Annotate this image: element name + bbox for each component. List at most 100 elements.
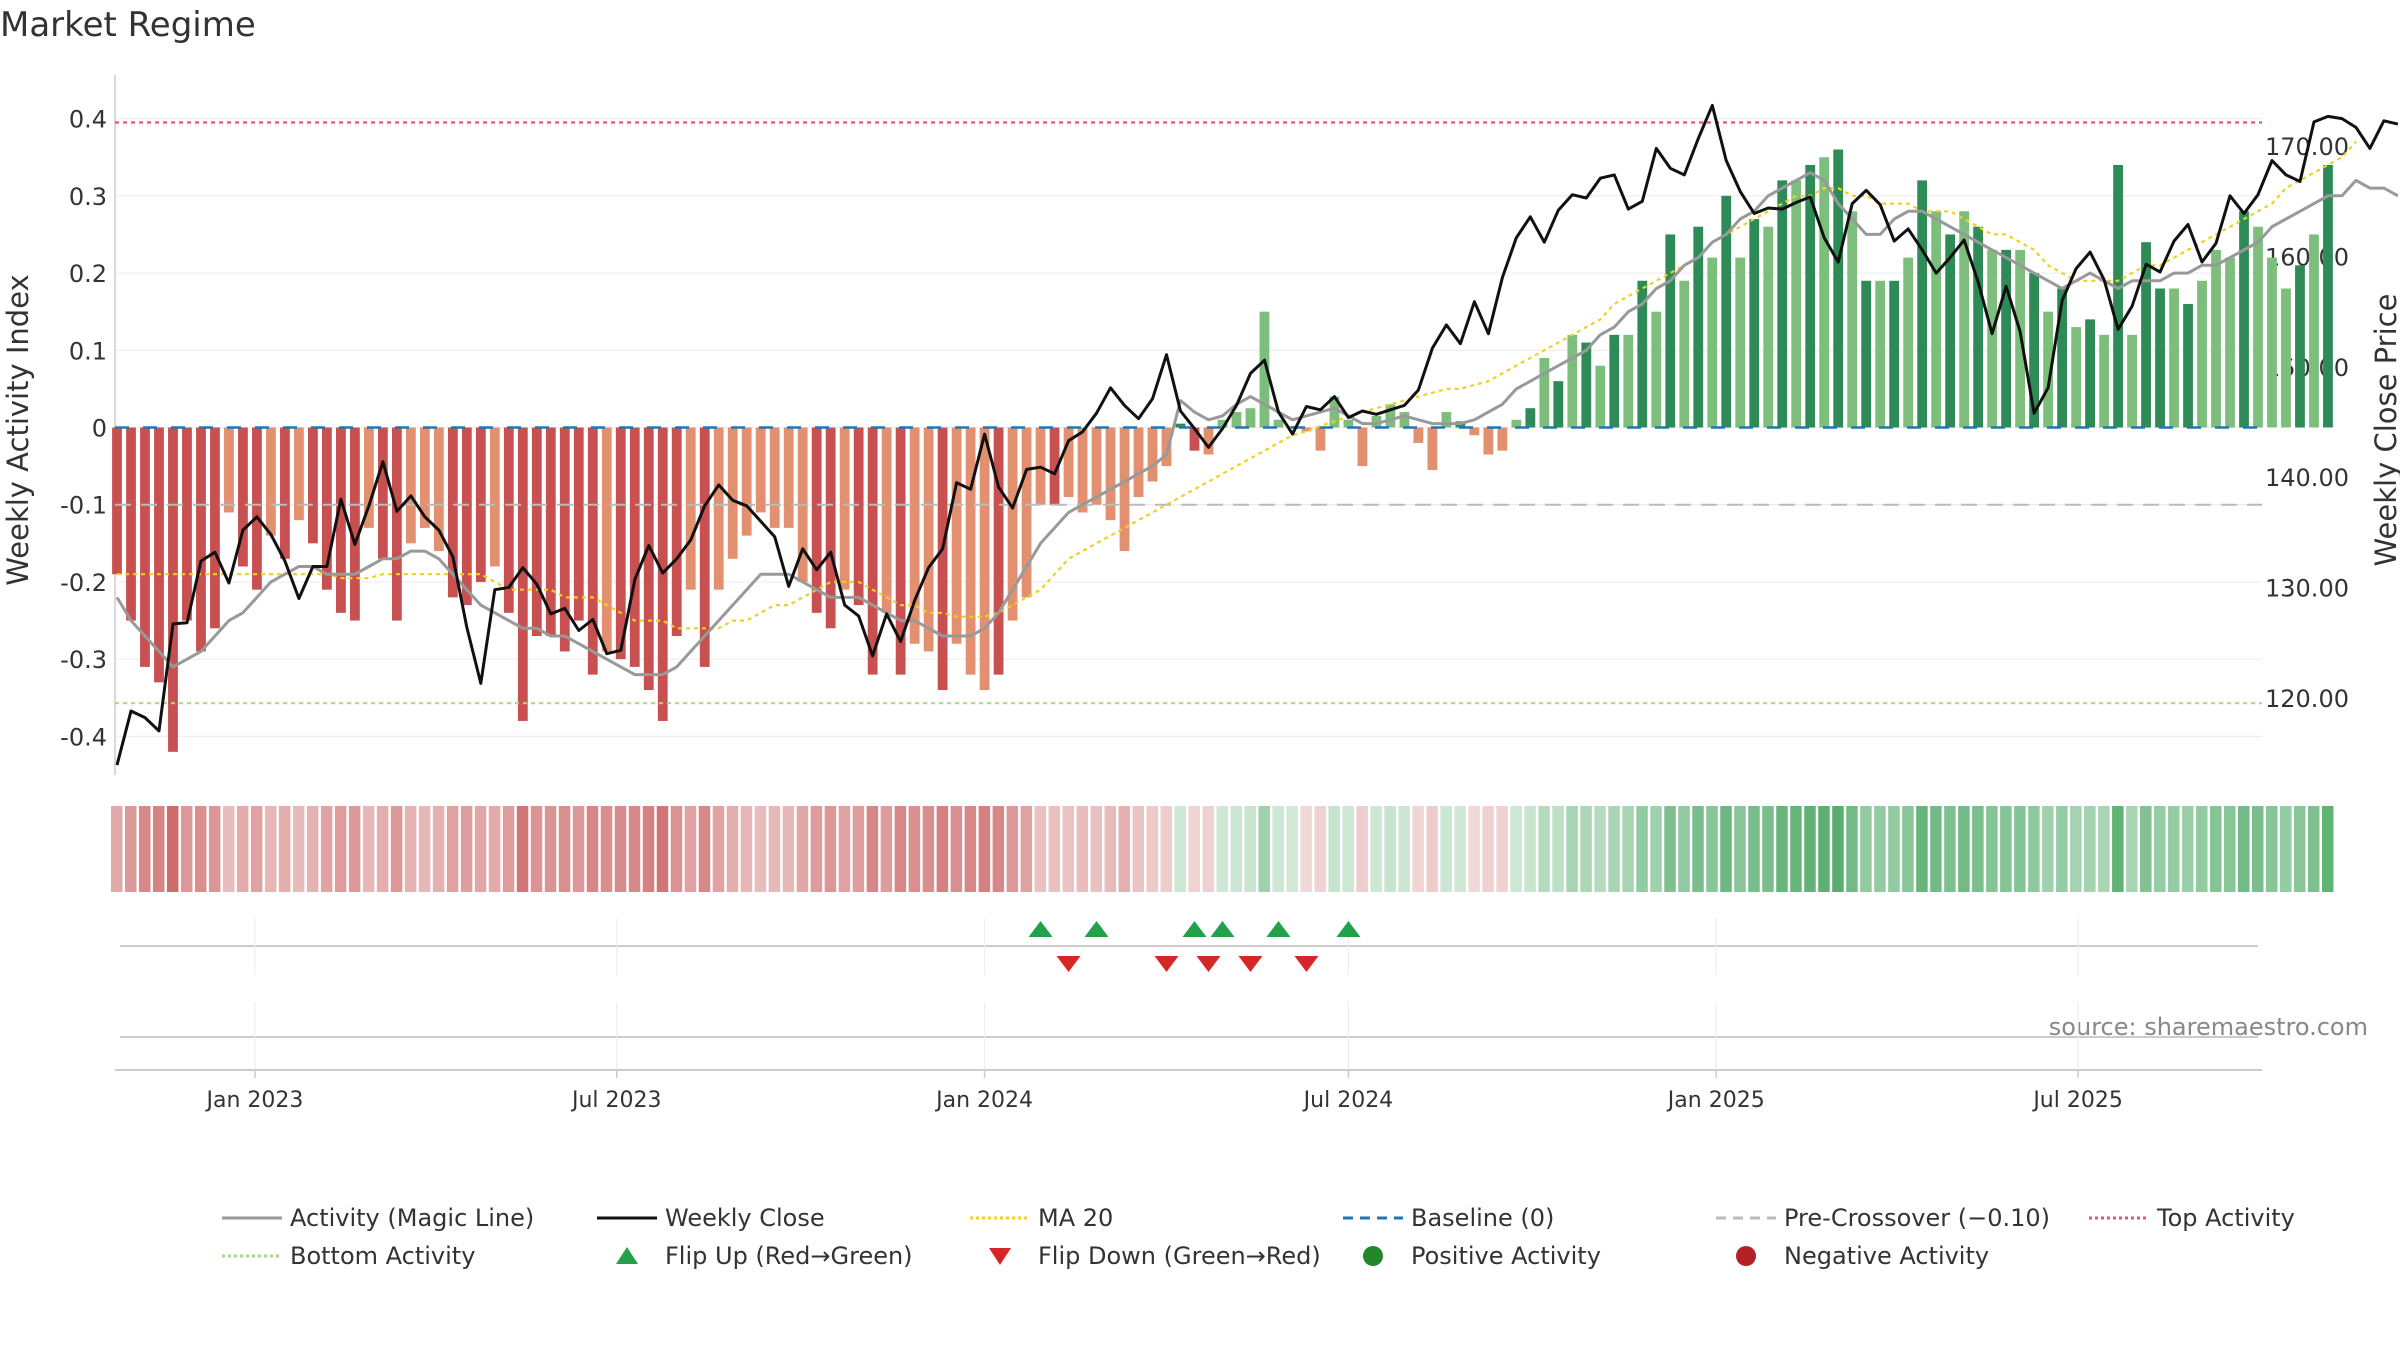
activity-bar: [126, 427, 136, 621]
activity-bar: [755, 427, 766, 513]
regime-strip-cell: [1482, 806, 1494, 892]
activity-bar: [1623, 334, 1634, 428]
regime-strip-cell: [1650, 806, 1662, 892]
activity-bar: [1007, 427, 1018, 621]
activity-bar: [391, 427, 402, 621]
activity-bar: [182, 427, 192, 621]
legend-label: Negative Activity: [1784, 1242, 1989, 1270]
regime-strip-cell: [1146, 806, 1159, 892]
left-tick-label: -0.4: [60, 723, 107, 751]
regime-strip-cell: [1846, 806, 1858, 892]
activity-bar: [238, 427, 248, 567]
regime-strip-cell: [2279, 806, 2292, 892]
activity-bar: [335, 427, 346, 613]
ma20-line: [117, 141, 2357, 630]
activity-bar: [2043, 311, 2053, 428]
regime-strip-cell: [740, 806, 753, 892]
regime-strip-cell: [1818, 806, 1830, 892]
activity-bar: [2253, 226, 2263, 428]
activity-bar: [112, 427, 122, 575]
regime-strip-cell: [2098, 806, 2110, 892]
activity-bar: [294, 427, 304, 521]
activity-bar: [2001, 249, 2012, 428]
activity-bar: [489, 427, 500, 567]
activity-bar: [1301, 427, 1312, 432]
activity-bar: [853, 427, 864, 606]
regime-strip-cell: [236, 806, 249, 892]
regime-strip-cell: [2252, 806, 2264, 892]
regime-strip-cell: [1692, 806, 1704, 892]
regime-strip-cell: [1874, 806, 1886, 892]
activity-bar: [447, 427, 458, 598]
activity-bar: [1805, 164, 1816, 428]
regime-strip-cell: [950, 806, 963, 892]
legend-label: Pre-Crossover (−0.10): [1784, 1204, 2050, 1232]
legend-label: Activity (Magic Line): [290, 1204, 534, 1232]
regime-strip-cell: [2154, 806, 2166, 892]
regime-strip-cell: [2070, 806, 2082, 892]
regime-strip-cell: [2196, 806, 2208, 892]
activity-bar: [1777, 180, 1788, 428]
legend-label: MA 20: [1038, 1204, 1113, 1232]
activity-bar: [1875, 280, 1886, 428]
activity-bar: [210, 427, 220, 629]
activity-bar: [1133, 427, 1144, 497]
regime-strip-cell: [544, 806, 557, 892]
regime-strip-cell: [488, 806, 501, 892]
activity-bar: [1735, 257, 1746, 428]
activity-bar: [1721, 195, 1732, 428]
regime-strip-cell: [418, 806, 431, 892]
regime-strip-cell: [124, 806, 137, 892]
activity-bar: [1525, 408, 1536, 428]
right-tick-label: 130.00: [2265, 574, 2349, 602]
activity-bar: [419, 427, 430, 528]
activity-bar: [1245, 408, 1256, 428]
activity-bar: [2141, 242, 2151, 428]
regime-strip-cell: [362, 806, 375, 892]
regime-strip-cell: [1020, 806, 1033, 892]
activity-bar: [1581, 342, 1592, 428]
activity-bar: [839, 427, 850, 590]
legend: Activity (Magic Line) Weekly Close MA 20 Ba…: [222, 1204, 2295, 1270]
regime-strip-cell: [1762, 806, 1774, 892]
activity-bar: [671, 427, 682, 636]
regime-strip-cell: [250, 806, 263, 892]
regime-strip-cell: [1860, 806, 1872, 892]
regime-strip-cell: [208, 806, 221, 892]
regime-strip-cell: [642, 806, 655, 892]
regime-strip-cell: [1384, 806, 1396, 892]
activity-bar: [1917, 180, 1928, 428]
regime-strip-cell: [936, 806, 949, 892]
activity-bar: [1469, 427, 1480, 436]
regime-strip-cell: [222, 806, 235, 892]
regime-strip-cell: [1230, 806, 1242, 892]
regime-strip-cell: [111, 806, 123, 892]
legend-label: Weekly Close: [665, 1204, 825, 1232]
activity-bar: [1357, 427, 1368, 467]
regime-strip-cell: [1580, 806, 1592, 892]
regime-strip-cell: [1062, 806, 1075, 892]
magic-line: [115, 171, 2399, 677]
flip-up-marker: [1266, 921, 1291, 937]
right-tick-label: 150.00: [2265, 354, 2349, 382]
activity-bar: [322, 427, 332, 590]
regime-strip-cell: [656, 806, 669, 892]
legend-label: Positive Activity: [1411, 1242, 1601, 1270]
regime-strip-cell: [1272, 806, 1284, 892]
regime-strip-cell: [1174, 806, 1187, 892]
activity-bar: [727, 427, 738, 559]
regime-strip-cell: [600, 806, 613, 892]
activity-bar: [1791, 180, 1802, 428]
activity-bar: [1189, 427, 1200, 451]
regime-strip-cell: [1664, 806, 1676, 892]
x-axis: Jan 2023 Jul 2023 Jan 2024 Jul 2024 Jan 2025…: [115, 1069, 2262, 1113]
regime-strip-cell: [1440, 806, 1452, 892]
activity-bar: [2211, 249, 2221, 428]
right-tick-label: 140.00: [2265, 464, 2349, 492]
regime-strip-cell: [2084, 806, 2096, 892]
activity-bar: [2127, 334, 2137, 428]
activity-bar: [881, 427, 892, 613]
regime-strip-cell: [768, 806, 781, 892]
regime-strip-cell: [2056, 806, 2068, 892]
activity-bar: [1931, 211, 1942, 428]
